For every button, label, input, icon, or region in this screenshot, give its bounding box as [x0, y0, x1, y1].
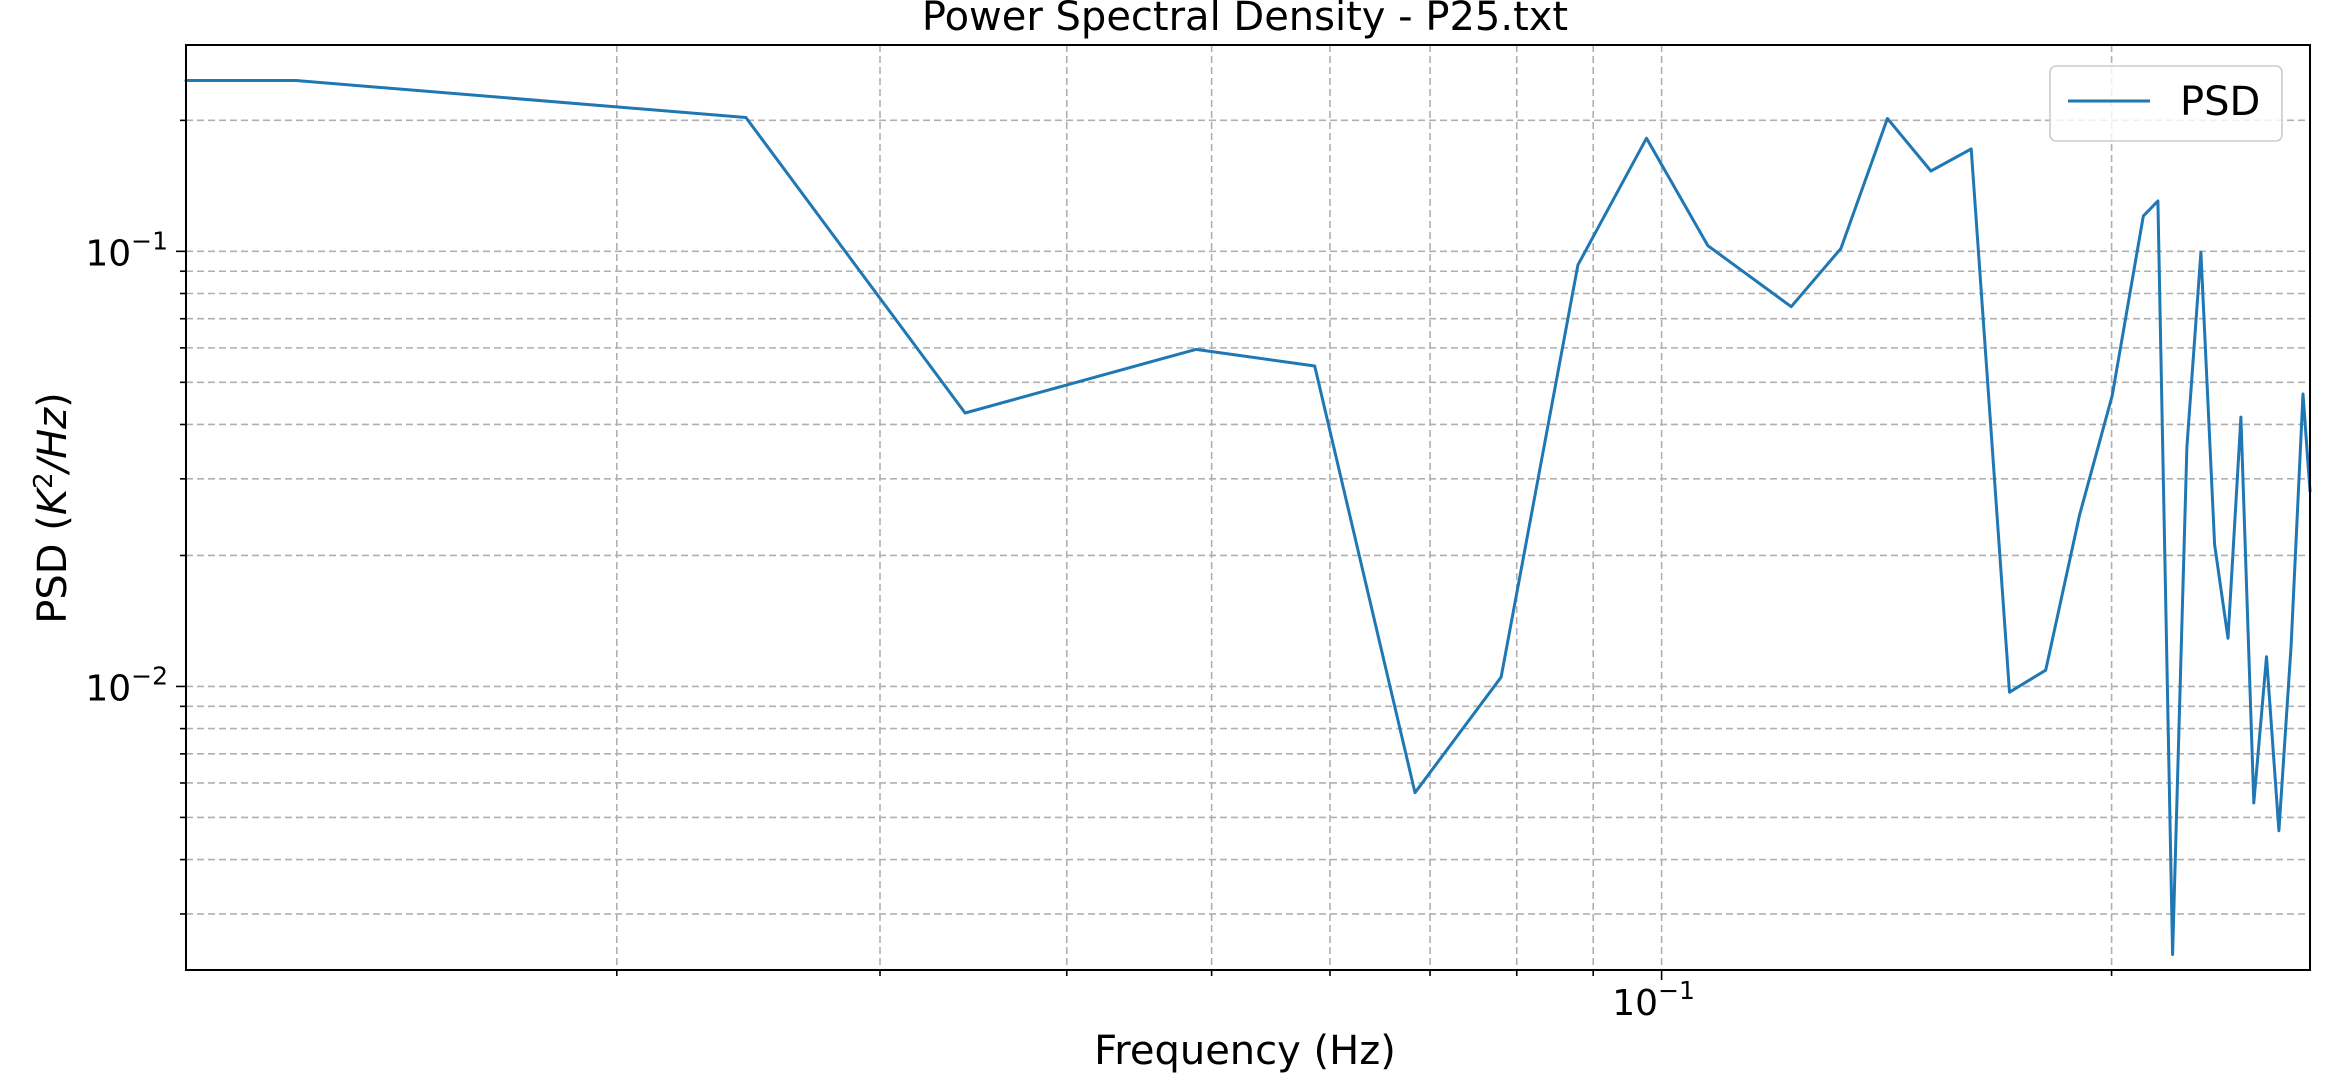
- plot-frame: [185, 44, 2311, 971]
- x-tick-label: 10−1: [1612, 976, 1695, 1024]
- y-tick-label: 10−1: [85, 226, 168, 274]
- y-tick-label-exp: −1: [131, 226, 168, 255]
- y-axis-label-prefix: PSD (: [30, 515, 76, 624]
- x-tick-label-exp: −1: [1658, 976, 1695, 1005]
- y-axis-label-math-rest: /Hz: [30, 407, 76, 476]
- y-axis-label-suffix: ): [30, 392, 76, 408]
- axis-ticks: 10−110−110−2: [85, 119, 2113, 1024]
- y-tick-label-exp: −2: [131, 661, 168, 690]
- grid-lines: [186, 45, 2310, 970]
- legend-label-psd: PSD: [2180, 79, 2260, 125]
- chart-title: Power Spectral Density - P25.txt: [922, 0, 1568, 40]
- y-axis-label-sup: 2: [29, 472, 59, 489]
- legend-box: [2049, 65, 2283, 142]
- legend: PSD: [2049, 65, 2283, 142]
- x-axis-label: Frequency (Hz): [1094, 1028, 1396, 1074]
- y-tick-label-base: 10: [85, 668, 131, 709]
- y-tick-label: 10−2: [85, 661, 168, 709]
- x-tick-label-base: 10: [1612, 983, 1658, 1024]
- y-tick-label-base: 10: [85, 233, 131, 274]
- y-axis-label: PSD (K2/Hz): [29, 392, 76, 624]
- series-layer: [184, 79, 2312, 956]
- y-axis-label-math: K: [30, 486, 76, 515]
- psd-series-line: [184, 79, 2312, 956]
